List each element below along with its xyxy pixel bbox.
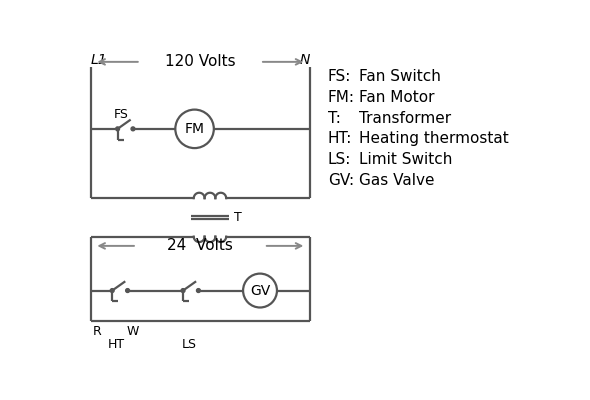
Text: 24  Volts: 24 Volts [167,238,233,253]
Text: Fan Switch: Fan Switch [359,69,441,84]
Circle shape [110,289,114,292]
Text: R: R [93,325,101,338]
Text: GV:: GV: [328,173,354,188]
Circle shape [131,127,135,131]
Text: Limit Switch: Limit Switch [359,152,452,167]
Text: LS: LS [182,338,196,351]
Text: FM: FM [185,122,205,136]
Text: Heating thermostat: Heating thermostat [359,131,509,146]
Text: T:: T: [328,110,340,126]
Text: HT: HT [107,338,124,351]
Text: 120 Volts: 120 Volts [165,54,235,69]
Text: W: W [127,325,139,338]
Circle shape [196,289,201,292]
Text: FM:: FM: [328,90,355,105]
Text: N: N [300,53,310,67]
Circle shape [116,127,120,131]
Text: Transformer: Transformer [359,110,451,126]
Text: LS:: LS: [328,152,351,167]
Text: L1: L1 [91,53,107,67]
Text: HT:: HT: [328,131,352,146]
Text: Gas Valve: Gas Valve [359,173,434,188]
Text: FS: FS [114,108,129,122]
Text: T: T [234,211,241,224]
Circle shape [181,289,185,292]
Text: GV: GV [250,284,270,298]
Text: FS:: FS: [328,69,351,84]
Circle shape [126,289,130,292]
Text: Fan Motor: Fan Motor [359,90,434,105]
